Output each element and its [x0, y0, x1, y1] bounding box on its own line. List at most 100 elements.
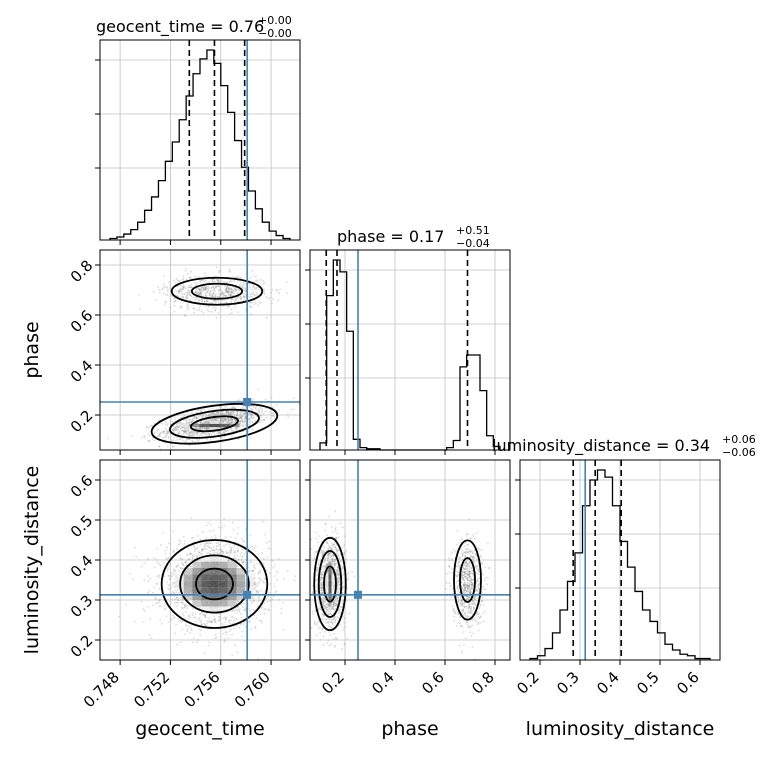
- sample-point: [230, 412, 232, 415]
- sample-point: [217, 542, 220, 545]
- sample-point: [209, 553, 212, 555]
- sample-point: [222, 551, 225, 554]
- sample-point: [327, 631, 330, 633]
- sample-point: [202, 279, 205, 282]
- sample-point: [181, 606, 184, 609]
- sample-point: [226, 285, 229, 288]
- sample-point: [199, 408, 202, 411]
- sample-point: [146, 575, 149, 577]
- sample-point: [208, 409, 210, 411]
- sample-point: [181, 305, 183, 308]
- sample-point: [316, 574, 318, 576]
- sample-point: [195, 416, 198, 418]
- sample-point: [194, 282, 197, 285]
- sample-point: [158, 574, 161, 577]
- sample-point: [231, 418, 233, 421]
- sample-point: [233, 552, 236, 554]
- sample-point: [162, 283, 165, 286]
- sample-point: [219, 619, 221, 621]
- sample-point: [184, 606, 186, 609]
- sample-point: [163, 608, 166, 611]
- sample-point: [217, 433, 220, 436]
- sample-point: [239, 612, 242, 615]
- sample-point: [194, 613, 197, 616]
- sample-point: [232, 430, 234, 432]
- sample-point: [182, 599, 184, 601]
- sample-point: [235, 419, 238, 422]
- sample-point: [249, 609, 251, 612]
- sample-point: [218, 417, 221, 420]
- sample-point: [261, 409, 264, 411]
- sample-point: [236, 414, 239, 416]
- sample-point: [236, 297, 239, 300]
- sample-point: [262, 419, 265, 421]
- sample-point: [174, 281, 177, 284]
- sample-point: [195, 411, 198, 414]
- sample-point: [321, 613, 323, 616]
- sample-point: [134, 546, 137, 549]
- sample-point: [158, 288, 161, 291]
- sample-point: [318, 535, 320, 537]
- sample-point: [315, 623, 318, 625]
- sample-point: [230, 414, 233, 417]
- sample-point: [244, 528, 247, 531]
- sample-point: [231, 412, 234, 415]
- sample-point: [228, 619, 231, 622]
- sample-point: [234, 420, 236, 423]
- sample-point: [186, 432, 188, 435]
- sample-point: [198, 293, 201, 296]
- sample-point: [337, 536, 340, 539]
- sample-point: [237, 399, 240, 402]
- sample-point: [233, 288, 236, 291]
- sample-point: [162, 430, 165, 433]
- sample-point: [158, 434, 161, 437]
- sample-point: [253, 294, 256, 296]
- density-cell: [210, 574, 219, 581]
- sample-point: [342, 628, 345, 631]
- sample-point: [239, 282, 242, 284]
- sample-point: [199, 289, 202, 292]
- sample-point: [207, 620, 210, 623]
- sample-point: [213, 549, 215, 552]
- sample-point: [197, 550, 200, 553]
- sample-point: [263, 612, 266, 615]
- sample-point: [212, 414, 215, 416]
- sample-point: [196, 422, 199, 425]
- sample-point: [200, 415, 202, 417]
- sample-point: [247, 417, 250, 420]
- sample-point: [250, 413, 252, 416]
- sample-point: [167, 557, 170, 559]
- sample-point: [232, 291, 235, 294]
- sample-point: [325, 611, 328, 613]
- sample-point: [164, 423, 167, 425]
- sample-point: [133, 620, 136, 623]
- sample-point: [244, 287, 247, 290]
- sample-point: [253, 563, 256, 566]
- sample-point: [189, 276, 192, 279]
- sample-point: [328, 613, 331, 615]
- sample-point: [221, 413, 223, 415]
- sample-point: [175, 428, 178, 431]
- sample-point: [176, 605, 178, 607]
- sample-point: [270, 396, 273, 399]
- sample-point: [185, 427, 188, 430]
- sample-point: [182, 275, 185, 278]
- sample-point: [183, 430, 186, 432]
- sample-point: [324, 529, 327, 532]
- sample-point: [227, 418, 230, 421]
- sample-point: [232, 420, 235, 422]
- sample-point: [149, 618, 152, 620]
- sample-point: [202, 622, 205, 625]
- sample-point: [210, 310, 213, 313]
- sample-point: [160, 544, 162, 547]
- density-cell: [201, 580, 211, 588]
- sample-point: [159, 564, 162, 567]
- sample-point: [241, 414, 243, 417]
- sample-point: [208, 310, 210, 313]
- sample-point: [142, 608, 145, 610]
- sample-point: [338, 612, 340, 615]
- sample-point: [184, 561, 187, 564]
- sample-point: [212, 287, 215, 289]
- sample-point: [321, 572, 324, 575]
- sample-point: [145, 425, 148, 428]
